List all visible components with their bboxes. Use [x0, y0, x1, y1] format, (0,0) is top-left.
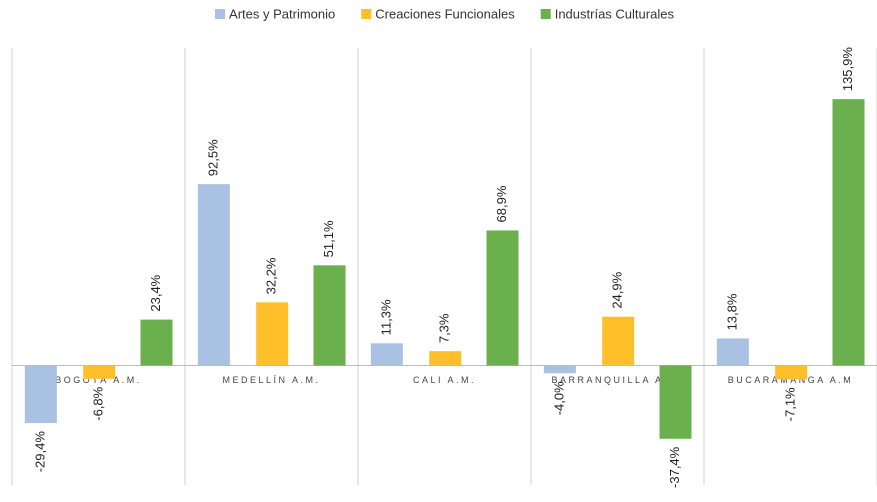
x-tick-label: MEDELLÍN A.M. [222, 375, 320, 385]
data-label: 68,9% [494, 185, 509, 222]
bar [543, 365, 576, 374]
data-label: 92,5% [205, 139, 220, 176]
bar [24, 365, 57, 424]
bar [832, 99, 865, 366]
bar [716, 338, 749, 366]
bar [197, 184, 230, 366]
legend-swatch [540, 9, 551, 19]
bar [313, 265, 346, 366]
data-label: 23,4% [148, 274, 163, 311]
x-tick-label: BARRANQUILLA A.M. [551, 375, 683, 385]
bar [486, 230, 519, 366]
legend-label: Creaciones Funcionales [375, 6, 515, 21]
data-label: -4,0% [551, 381, 566, 415]
bar [83, 365, 116, 379]
data-label: 51,1% [321, 220, 336, 257]
bar [775, 365, 808, 380]
x-tick-label: BOGOTÁ A.M. [55, 375, 142, 385]
bar [429, 351, 462, 366]
bar [370, 343, 403, 366]
data-label: 11,3% [378, 299, 393, 335]
data-label: -6,8% [91, 386, 106, 420]
x-tick-label: BUCARAMANGA A.M [728, 375, 854, 385]
bar [140, 319, 173, 366]
legend-label: Industrías Culturales [555, 6, 675, 21]
data-label: 7,3% [437, 313, 452, 343]
data-label: -29,4% [32, 431, 47, 473]
legend-label: Artes y Patrimonio [229, 6, 335, 21]
data-label: 24,9% [610, 271, 625, 308]
data-label: 13,8% [724, 293, 739, 330]
x-tick-label: CALI A.M. [413, 375, 476, 385]
data-label: 135,9% [840, 47, 855, 92]
legend-swatch [215, 9, 226, 19]
legend-swatch [361, 9, 372, 19]
data-label: -37,4% [667, 446, 682, 488]
bar [256, 302, 289, 366]
data-label: -7,1% [783, 387, 798, 421]
bar [602, 316, 635, 366]
data-label: 32,2% [264, 257, 279, 294]
bar [659, 365, 692, 439]
